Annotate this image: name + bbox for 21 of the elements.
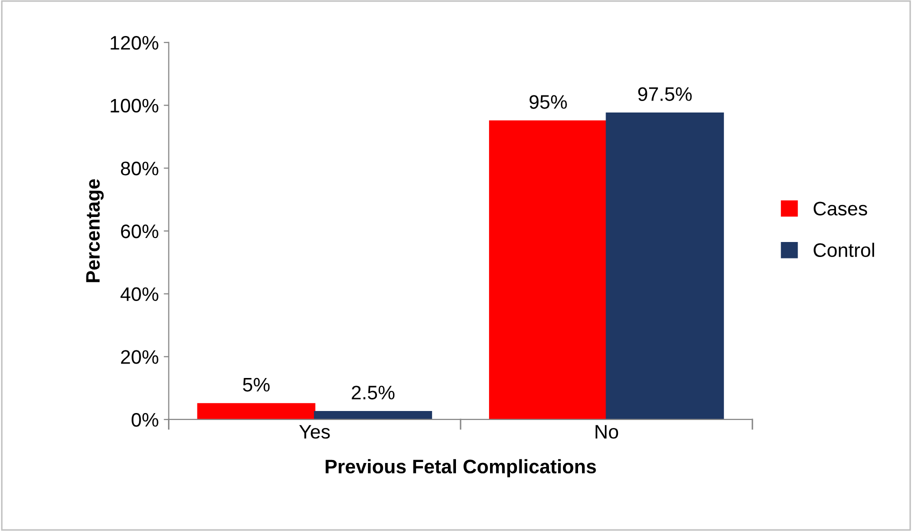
y-axis-title: Percentage <box>86 179 104 282</box>
bar <box>314 410 432 420</box>
bar <box>606 112 724 420</box>
data-label: 2.5% <box>352 386 394 400</box>
legend-label: Cases <box>814 202 868 216</box>
x-tick-label: Yes <box>299 425 330 439</box>
data-label: 97.5% <box>638 87 692 101</box>
bar <box>489 120 608 420</box>
x-axis-title: Previous Fetal Complications <box>326 459 596 478</box>
y-tick-label: 100% <box>110 98 158 113</box>
x-tick-label: No <box>596 425 618 439</box>
y-tick-label: 80% <box>120 162 158 176</box>
bar <box>197 403 316 420</box>
y-tick-label: 60% <box>121 224 158 238</box>
legend-label: Control <box>814 242 874 258</box>
data-label: 95% <box>530 95 567 109</box>
y-tick-label: 0% <box>132 412 158 427</box>
data-label: 5% <box>243 378 270 392</box>
y-tick-label: 120% <box>110 36 158 50</box>
y-tick-label: 40% <box>120 287 158 302</box>
y-tick-label: 20% <box>121 350 158 364</box>
